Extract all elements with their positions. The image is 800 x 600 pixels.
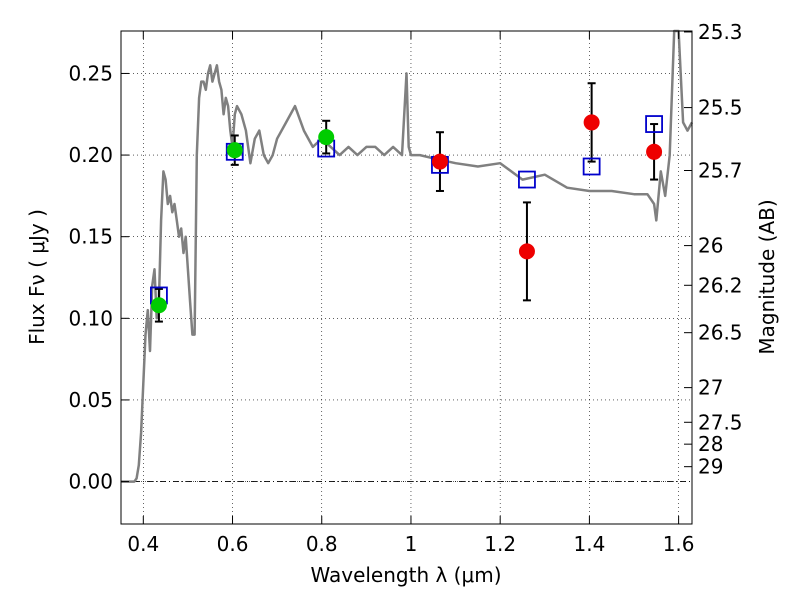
- y-tick-label: 0.00: [68, 470, 113, 494]
- x-tick-label: 1.4: [573, 532, 605, 556]
- x-tick-label: 1.6: [663, 532, 695, 556]
- model-square-marker: [518, 170, 536, 189]
- data-markers: [150, 114, 663, 314]
- mag-tick-label: 25.7: [698, 158, 743, 182]
- model-square-marker: [582, 157, 601, 176]
- y-tick-label: 0.20: [68, 143, 113, 167]
- x-tick-label: 0.8: [306, 532, 338, 556]
- observed-point-marker: [646, 143, 663, 160]
- model-square-marker: [645, 115, 663, 133]
- mag-tick-label: 26: [698, 234, 723, 258]
- observed-point-marker: [318, 129, 335, 146]
- y-axis-label-left: Flux Fν ( μJy ): [25, 209, 49, 345]
- x-axis-label: Wavelength λ (μm): [310, 563, 501, 587]
- observed-point-marker: [518, 243, 535, 260]
- mag-tick-label: 28: [698, 432, 723, 456]
- mag-tick-label: 25.5: [698, 96, 743, 120]
- model-spectrum-line: [121, 29, 694, 483]
- observed-point-marker: [431, 153, 448, 170]
- y-tick-label: 0.10: [68, 306, 113, 330]
- x-tick-label: 1.2: [484, 532, 516, 556]
- mag-tick-label: 29: [698, 455, 723, 479]
- mag-tick-label: 27: [698, 376, 723, 400]
- mag-tick-label: 25.3: [698, 20, 743, 44]
- mag-tick-label: 26.5: [698, 321, 743, 345]
- x-tick-label: 0.4: [127, 532, 159, 556]
- mag-tick-label: 26.2: [698, 273, 743, 297]
- axis-ticks: 0.4 0.6 0.8 1 1.2 1.4 1.6 0.00 0.05 0.10 0.15 0.20 0…: [68, 20, 742, 556]
- y-tick-label: 0.15: [68, 225, 113, 249]
- observed-point-marker: [226, 142, 243, 159]
- observed-point-marker: [583, 114, 600, 131]
- plot-frame: [120, 30, 693, 525]
- x-tick-label: 1: [405, 532, 418, 556]
- x-tick-label: 0.6: [217, 532, 249, 556]
- mag-tick-label: 27.5: [698, 410, 743, 434]
- y-tick-label: 0.05: [68, 388, 113, 412]
- y-tick-label: 0.25: [68, 61, 113, 85]
- observed-point-marker: [150, 297, 167, 314]
- y-axis-label-right: Magnitude (AB): [755, 199, 779, 354]
